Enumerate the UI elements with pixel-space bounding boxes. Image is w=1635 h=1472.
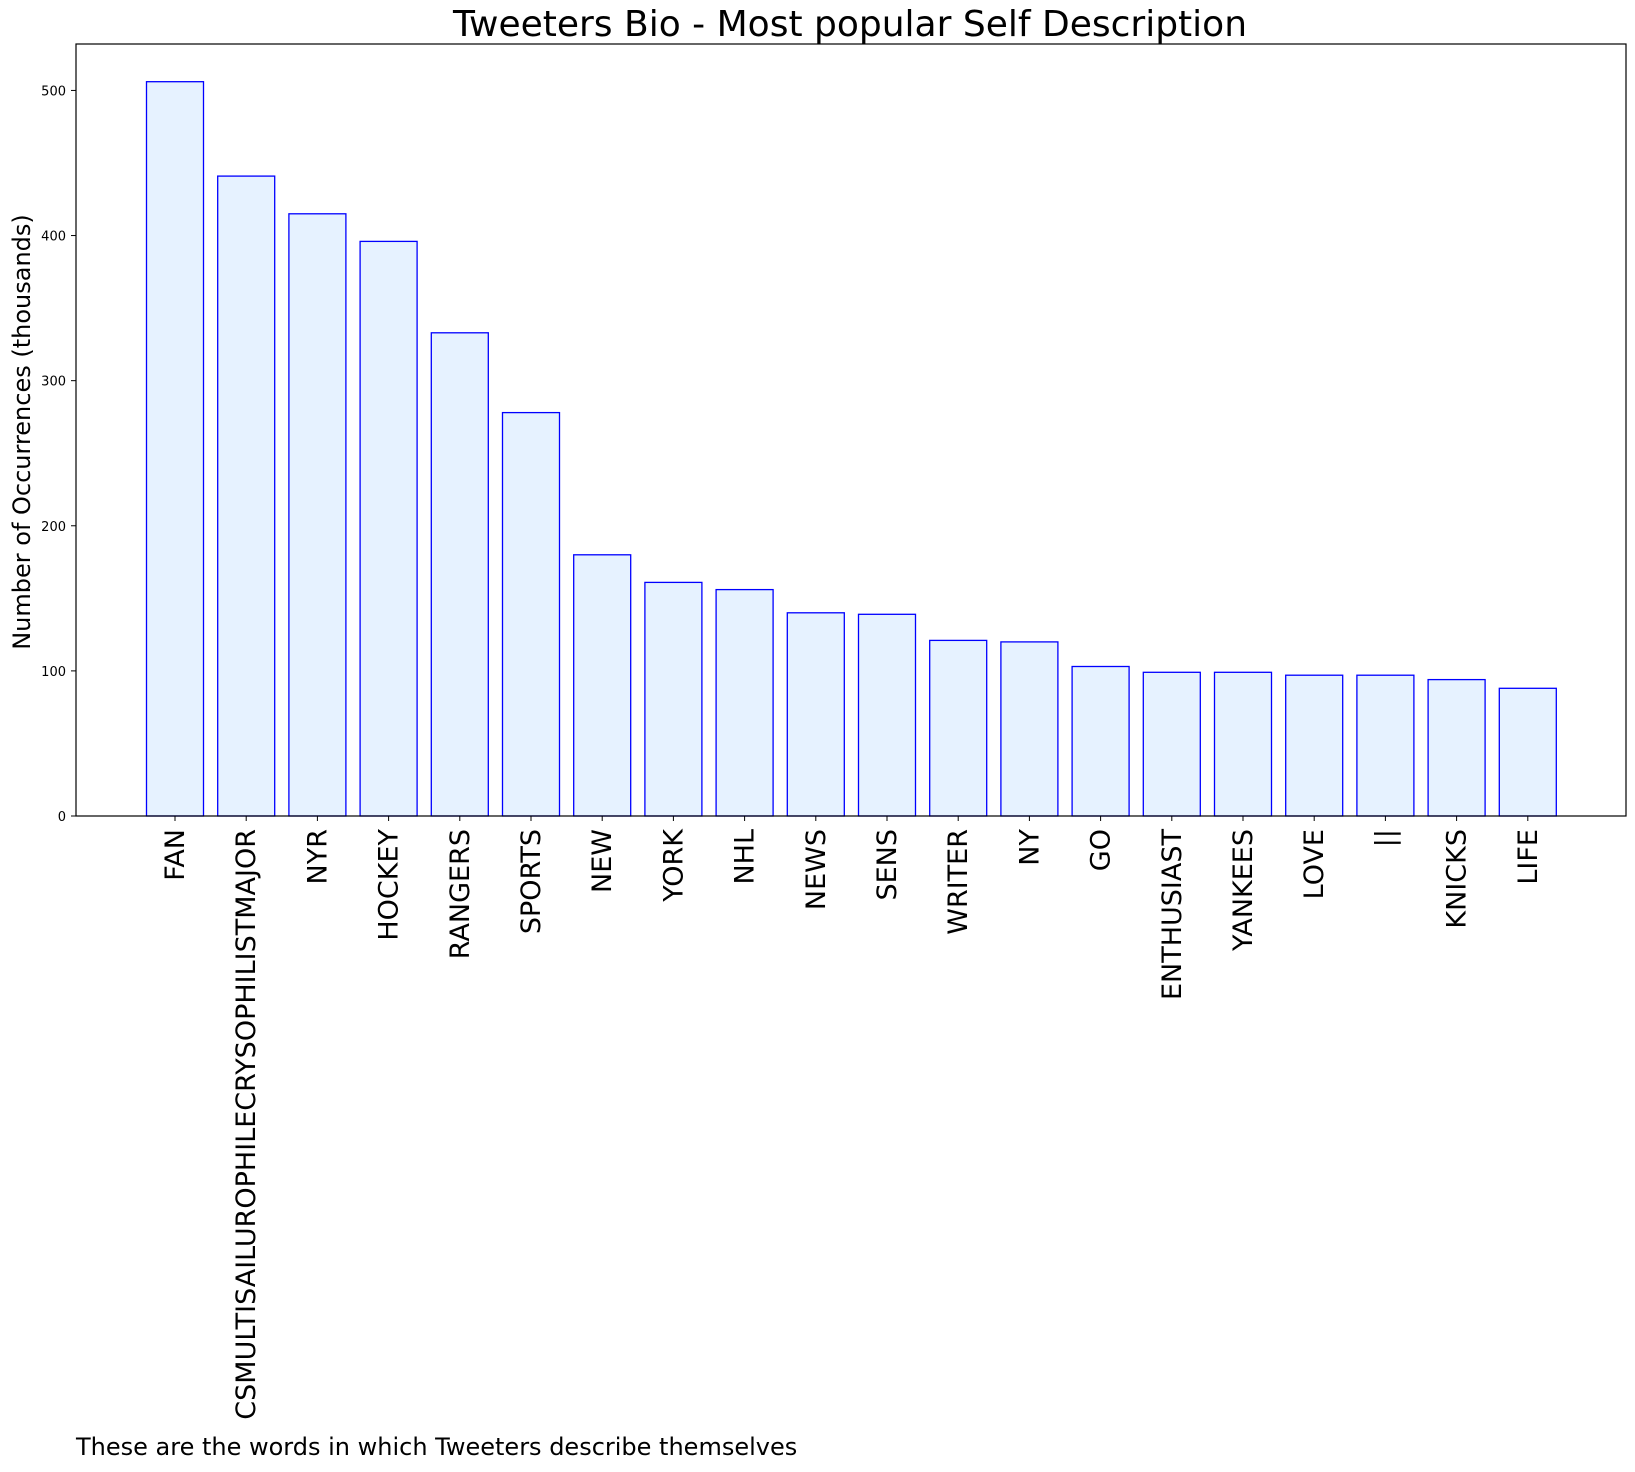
bar-go [1071,665,1130,817]
y-tick-label: 500 [41,84,66,99]
bar-ny [1000,641,1059,817]
bar-nyr [288,213,347,817]
x-tick-label: NY [1014,829,1045,866]
bar-york [644,581,703,817]
bar-knicks [1427,678,1486,817]
x-tick-label: KNICKS [1442,829,1473,929]
figure-caption: These are the words in which Tweeters de… [76,1433,798,1461]
bar-enthusiast [1142,671,1201,817]
x-tick-label: CSMULTISAILUROPHILECRYSOPHILISTMAJOR [231,829,262,1420]
y-tick-label: 200 [41,520,66,535]
x-tick-label: || [1370,829,1401,847]
x-tick-label: YANKEES [1228,829,1259,952]
chart-title: Tweeters Bio - Most popular Self Descrip… [452,4,1247,45]
x-tick-label: RANGERS [445,829,476,959]
bar-rangers [430,332,489,817]
x-tick-label: NHL [730,829,761,885]
x-tick-label: HOCKEY [374,828,405,940]
x-tick-label: NEWS [801,829,832,910]
bar-sports [501,411,561,817]
x-tick-label: ENTHUSIAST [1157,829,1188,1001]
bar-new [573,554,632,817]
y-tick-label: 400 [41,230,66,245]
bar-fan [145,81,205,817]
x-tick-label: LOVE [1299,829,1330,899]
x-tick-label: SPORTS [516,829,547,934]
plot-area [75,43,1627,817]
y-tick-label: 0 [58,810,66,825]
bar- [1356,674,1415,817]
x-tick-label: FAN [160,829,191,881]
x-tick-label: WRITER [943,829,974,935]
x-tick-label: LIFE [1513,829,1544,885]
y-tick-label: 100 [41,665,66,680]
bar-news [786,612,845,817]
bar-yankees [1213,671,1273,817]
x-tick-label: YORK [658,828,689,903]
y-axis-label: Number of Occurrences (thousands) [8,214,36,650]
bar-hockey [359,240,418,817]
x-tick-label: NEW [587,829,618,893]
y-tick-label: 300 [41,375,66,390]
x-tick-label: GO [1086,829,1117,871]
bar-nhl [715,588,774,817]
bar-sens [857,613,917,817]
bar-csmultisailurophilecrysophilistmajor [217,175,276,817]
x-tick-label: NYR [302,829,333,884]
bar-writer [929,639,988,817]
bar-life [1498,687,1557,817]
bar-love [1285,674,1344,817]
x-tick-label: SENS [872,829,903,901]
